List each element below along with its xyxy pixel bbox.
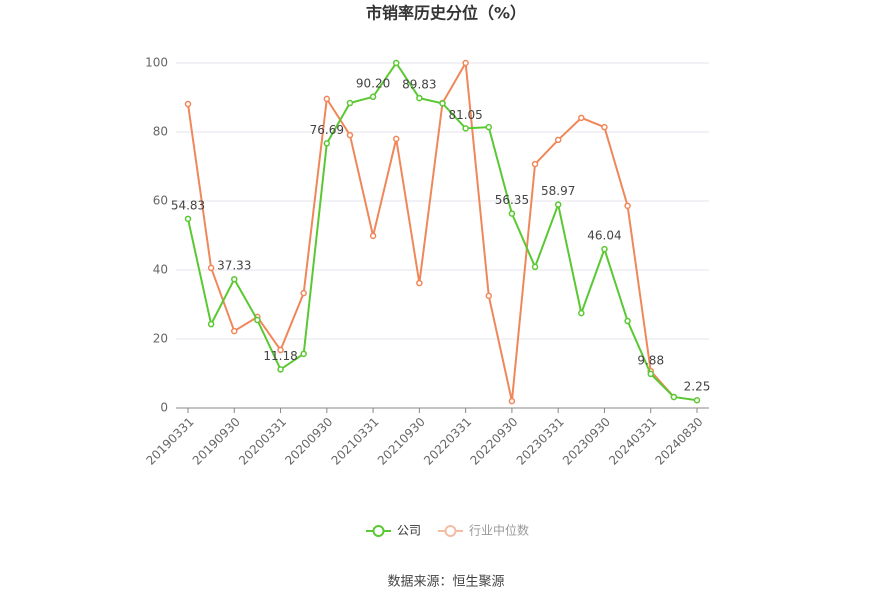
data-label: 58.97	[541, 184, 575, 198]
data-label: 76.69	[310, 123, 344, 137]
point	[300, 350, 307, 358]
legend-label: 公司	[397, 524, 421, 538]
point	[231, 327, 238, 335]
point	[369, 232, 377, 240]
x-tick-label: 20200331	[236, 415, 289, 468]
point	[462, 125, 469, 132]
x-tick-label: 20240830	[653, 415, 706, 468]
data-label: 11.18	[263, 349, 297, 363]
point	[346, 99, 354, 107]
point	[531, 263, 539, 271]
point	[554, 201, 562, 208]
x-tick-label: 20230930	[560, 415, 613, 468]
point	[207, 264, 215, 272]
data-label: 37.33	[217, 259, 251, 273]
y-tick-label: 60	[153, 194, 168, 208]
y-tick-label: 20	[153, 332, 168, 346]
data-label: 81.05	[448, 108, 482, 122]
x-tick-label: 20210331	[329, 415, 382, 468]
x-tick-label: 20210930	[375, 415, 428, 468]
point	[416, 94, 423, 102]
data-label: 89.83	[402, 78, 436, 92]
legend-marker	[372, 525, 385, 537]
point	[277, 366, 284, 373]
chart-title: 市销率历史分位（%）	[366, 4, 526, 23]
point	[508, 210, 516, 217]
legend-item: 行业中位数	[438, 523, 529, 538]
data-label: 54.83	[171, 198, 205, 212]
series-line	[187, 59, 675, 402]
point	[207, 320, 215, 328]
legend-marker	[444, 525, 457, 537]
point	[184, 100, 192, 108]
point	[485, 123, 493, 131]
point	[485, 292, 493, 300]
data-label: 56.35	[495, 193, 529, 207]
source: 数据来源：恒生聚源	[387, 575, 504, 590]
point	[369, 93, 377, 101]
y-tick-label: 0	[160, 401, 168, 415]
data-label: 2.25	[684, 380, 711, 394]
y-tick-label: 80	[153, 125, 168, 139]
point	[531, 160, 539, 168]
y-tick-label: 40	[153, 263, 168, 277]
point	[508, 397, 516, 405]
point	[578, 309, 585, 317]
y-tick-label: 100	[145, 56, 168, 70]
point	[647, 370, 654, 378]
point	[578, 114, 585, 122]
point	[277, 346, 284, 354]
point	[323, 95, 331, 103]
point	[300, 289, 307, 297]
point	[601, 123, 608, 131]
point	[416, 279, 423, 287]
point	[323, 140, 331, 147]
point	[231, 275, 238, 283]
point	[184, 215, 192, 223]
point	[462, 59, 469, 67]
point	[670, 393, 678, 401]
point	[392, 59, 400, 67]
x-tick-label: 20200930	[282, 415, 335, 468]
x-tick-label: 20190930	[190, 415, 243, 468]
point	[254, 316, 261, 324]
x-tick-label: 20220930	[467, 415, 520, 468]
point	[439, 100, 446, 107]
legend-item: 公司	[366, 524, 421, 538]
x-tick-label: 20190331	[144, 415, 197, 468]
data-label: 90.20	[356, 76, 390, 90]
point	[392, 135, 400, 143]
point	[346, 131, 354, 139]
x-tick-label: 20240331	[606, 415, 659, 468]
point	[693, 396, 701, 404]
x-tick-label: 20220331	[421, 415, 474, 468]
data-label: 9.88	[637, 353, 664, 367]
data-label: 46.04	[587, 229, 621, 243]
point	[624, 317, 631, 325]
point	[601, 245, 608, 253]
x-tick-label: 20230331	[514, 415, 567, 468]
point	[624, 202, 631, 210]
legend-label: 行业中位数	[469, 523, 529, 538]
point	[554, 136, 562, 144]
